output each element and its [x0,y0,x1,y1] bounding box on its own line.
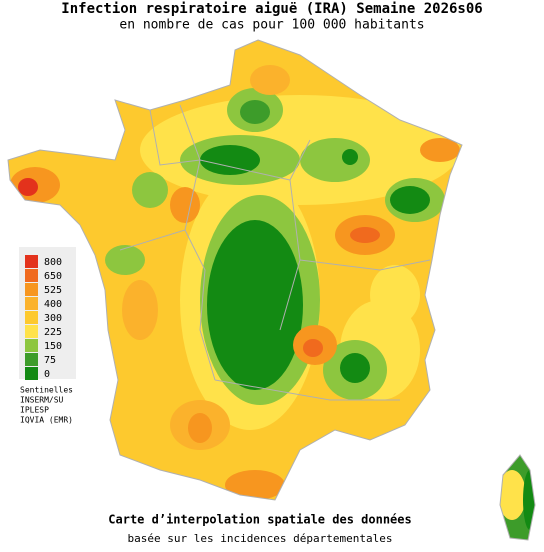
source-line: Sentinelles [20,386,73,395]
legend-label: 225 [44,327,62,338]
legend-swatch [25,297,38,310]
legend-label: 400 [44,299,62,310]
title: Infection respiratoire aiguë (IRA) Semai… [61,1,482,17]
footer-subtitle: basée sur les incidences départementales [128,532,393,545]
subtitle: en nombre de cas pour 100 000 habitants [119,18,424,33]
legend-swatch [25,367,38,380]
source-line: IQVIA (EMR) [20,416,73,425]
legend-label: 75 [44,355,56,366]
legend-label: 150 [44,341,62,352]
legend-swatch [25,269,38,282]
legend-label: 650 [44,271,62,282]
legend-swatch [25,325,38,338]
legend-label: 525 [44,285,62,296]
legend: 800 650 525 400 300 225 150 75 0 [25,255,62,380]
legend-swatch [25,283,38,296]
legend-swatch [25,339,38,352]
legend-label: 800 [44,257,62,268]
legend-swatch [25,311,38,324]
legend-label: 0 [44,369,50,380]
legend-swatch [25,255,38,268]
legend-label: 300 [44,313,62,324]
footer-title: Carte d’interpolation spatiale des donné… [108,513,411,527]
source-line: INSERM/SU [20,396,64,405]
source-line: IPLESP [20,406,49,415]
legend-swatch [25,353,38,366]
